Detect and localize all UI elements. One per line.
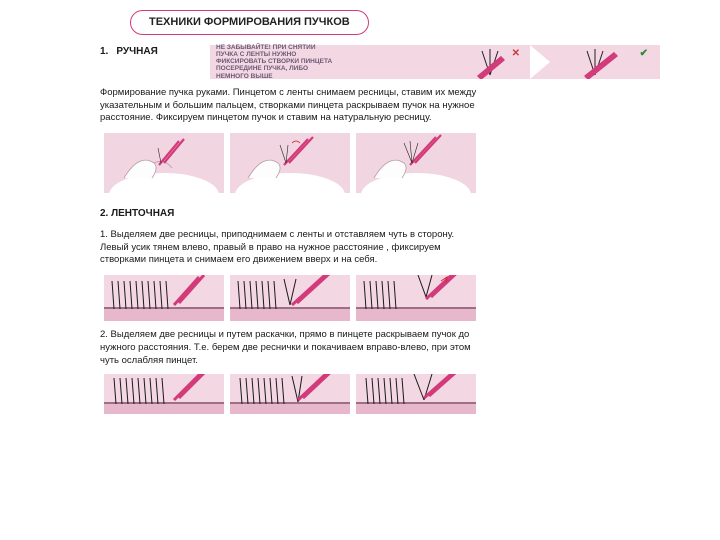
tape2-illus-1 — [104, 374, 224, 414]
check-icon: ✔ — [640, 47, 648, 61]
hand-illus-2 — [230, 133, 350, 193]
section2-para1: 1. Выделяем две ресницы, приподнимаем с … — [100, 229, 480, 267]
page-title: ТЕХНИКИ ФОРМИРОВАНИЯ ПУЧКОВ — [130, 10, 369, 35]
tape1-illus-3 — [356, 275, 476, 321]
tape2-illus-2 — [230, 374, 350, 414]
tape2-illus-3 — [356, 374, 476, 414]
section2-heading: 2. ЛЕНТОЧНАЯ — [100, 207, 660, 221]
tape1-illus-1 — [104, 275, 224, 321]
section2-para2: 2. Выделяем две ресницы и путем раскачки… — [100, 329, 480, 367]
tape-row-1 — [100, 275, 480, 321]
hand-illus-1 — [104, 133, 224, 193]
hand-illus-3 — [356, 133, 476, 193]
hand-illustration-row — [100, 133, 480, 193]
section1-header: 1. РУЧНАЯ НЕ ЗАБЫВАЙТЕ! ПРИ СНЯТИИ ПУЧКА… — [100, 45, 660, 79]
cross-icon: ✕ — [512, 47, 520, 61]
page: ТЕХНИКИ ФОРМИРОВАНИЯ ПУЧКОВ 1. РУЧНАЯ НЕ… — [100, 0, 660, 414]
tape1-illus-2 — [230, 275, 350, 321]
section1-paragraph: Формирование пучка руками. Пинцетом с ле… — [100, 87, 480, 125]
tape-row-2 — [100, 374, 480, 414]
tip-text: НЕ ЗАБЫВАЙТЕ! ПРИ СНЯТИИ ПУЧКА С ЛЕНТЫ Н… — [216, 44, 336, 80]
section1-number: 1. — [100, 45, 108, 59]
section1-name: РУЧНАЯ — [116, 45, 157, 59]
tip-banner: НЕ ЗАБЫВАЙТЕ! ПРИ СНЯТИИ ПУЧКА С ЛЕНТЫ Н… — [210, 45, 660, 79]
